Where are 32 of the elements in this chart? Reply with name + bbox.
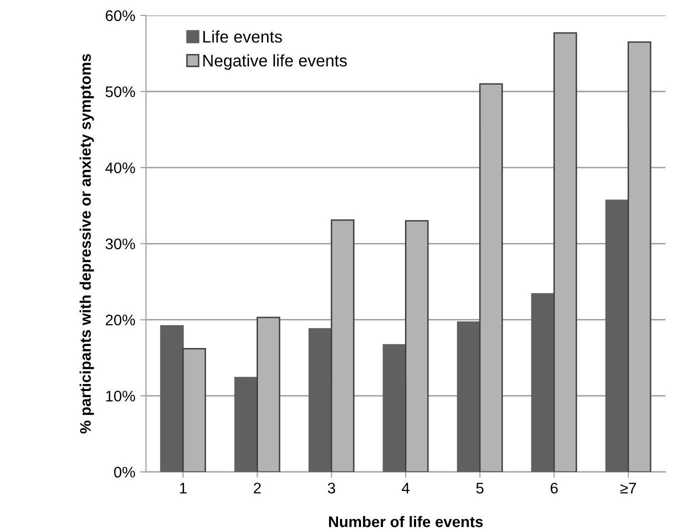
y-tick-label: 30% (106, 238, 136, 250)
bar (531, 293, 555, 472)
bar (628, 41, 652, 472)
y-tick-label: 60% (106, 10, 136, 22)
y-axis-title: % participants with depressive or anxiety symptoms (80, 54, 94, 434)
bar (234, 376, 258, 472)
bar (479, 83, 503, 472)
x-tick-label: 5 (476, 482, 484, 494)
bar (382, 344, 406, 472)
bar (456, 321, 481, 472)
y-tick-label: 10% (106, 390, 136, 402)
bar (605, 200, 630, 472)
x-tick-label: 6 (550, 482, 558, 494)
bar (405, 220, 429, 472)
bar (256, 316, 280, 472)
x-tick-label: 2 (254, 482, 261, 494)
bar (308, 328, 332, 472)
x-tick-label: ≥7 (620, 482, 636, 494)
bar (330, 219, 354, 472)
bar (160, 325, 184, 472)
x-axis-title: Number of life events (329, 516, 483, 528)
y-tick-label: 40% (105, 162, 136, 174)
legend-label: Negative life events (203, 54, 347, 70)
y-tick-label: 0% (114, 466, 136, 478)
x-tick-label: 4 (402, 482, 410, 494)
bar (182, 348, 206, 472)
y-tick-label: 50% (106, 86, 136, 98)
bar (553, 32, 578, 472)
x-tick-label: 3 (328, 482, 336, 494)
legend-label: Life events (203, 30, 282, 43)
y-tick-label: 20% (106, 314, 136, 326)
x-tick-label: 1 (180, 482, 187, 494)
